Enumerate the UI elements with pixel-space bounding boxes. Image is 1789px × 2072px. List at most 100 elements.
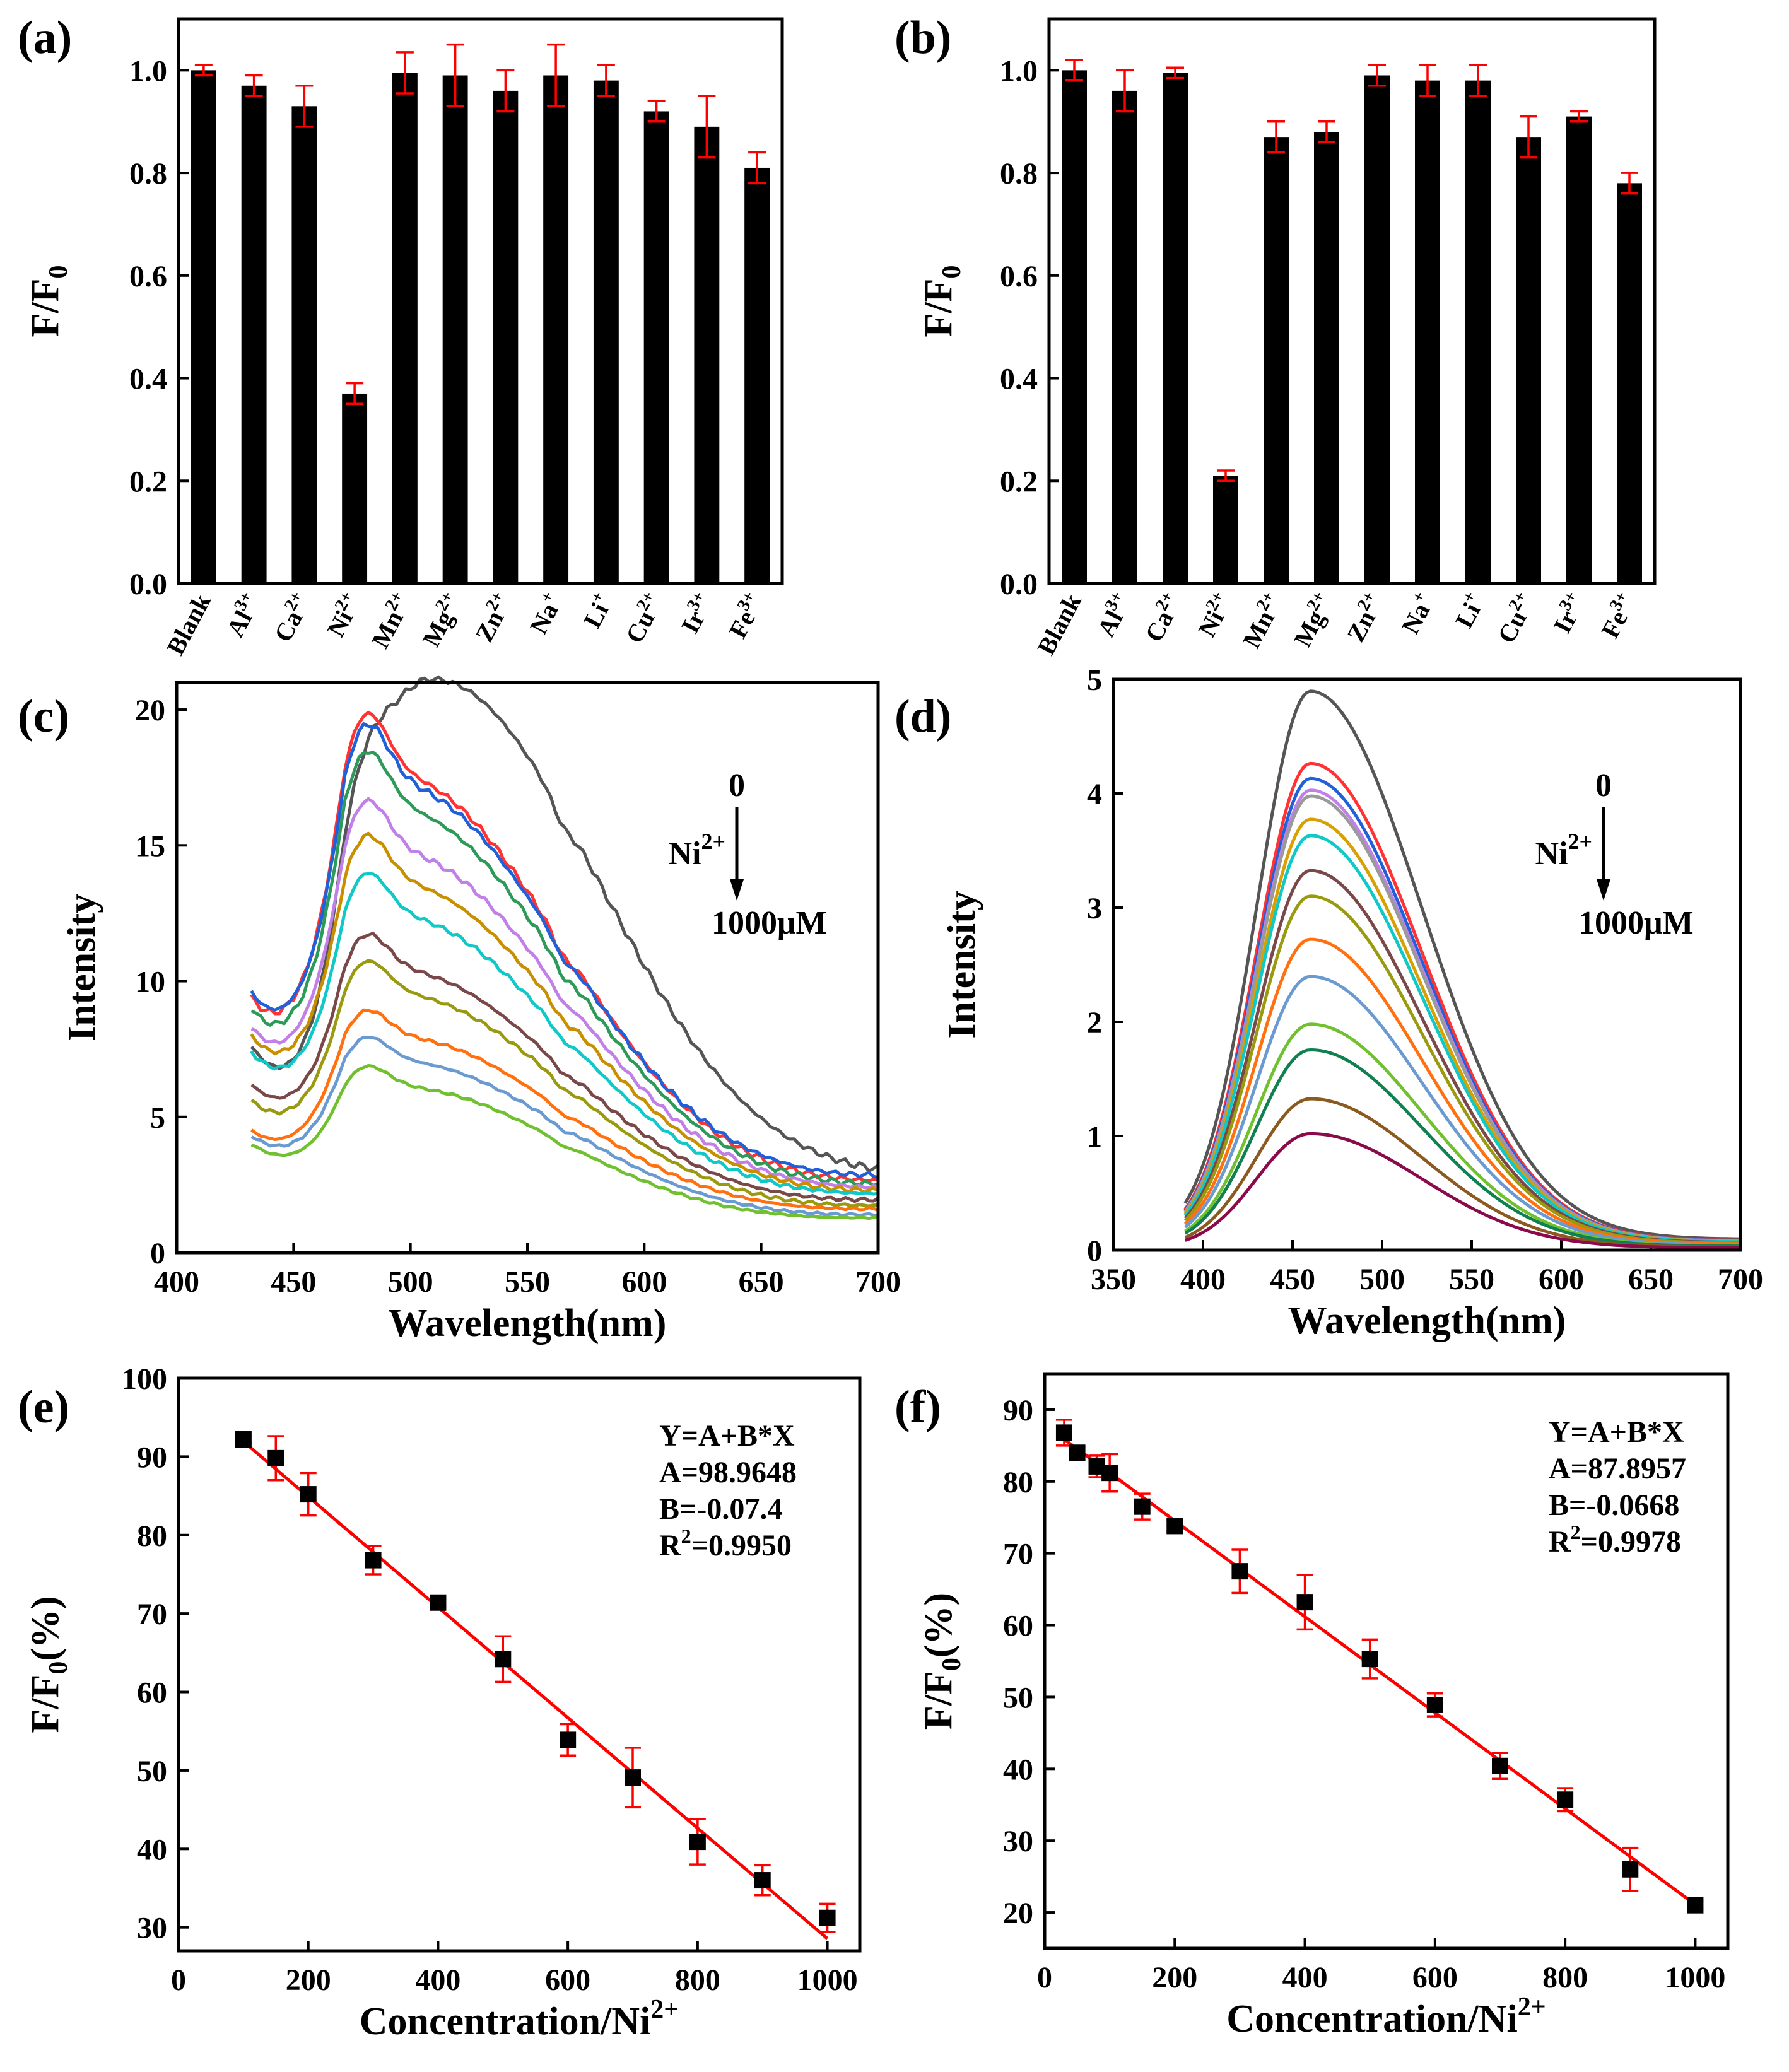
y-axis-label: Intensity — [941, 891, 983, 1038]
bar — [543, 75, 569, 583]
fit-line — [1063, 1437, 1696, 1906]
data-point — [1687, 1897, 1704, 1914]
y-tick-label: 0.0 — [1000, 568, 1038, 601]
x-tick-label: 400 — [1180, 1263, 1226, 1296]
category-label: Mn2+ — [363, 588, 418, 652]
equation-line: B=-0.07.4 — [659, 1492, 782, 1526]
bar — [191, 70, 216, 583]
plot-area — [235, 1431, 836, 1940]
panel-label: (d) — [894, 691, 951, 742]
y-tick-label: 90 — [1003, 1394, 1033, 1427]
annotation-start: 0 — [1595, 768, 1612, 804]
annotation-end: 1000μM — [1578, 905, 1694, 941]
category-label: Li+ — [575, 588, 619, 632]
x-tick-label: 700 — [1718, 1263, 1763, 1296]
bar — [291, 106, 317, 583]
x-tick-label: 600 — [1412, 1961, 1458, 1994]
data-point — [1622, 1861, 1639, 1878]
bar — [744, 167, 770, 583]
annotation-ion: Ni2+ — [1535, 829, 1592, 872]
y-tick-label: 1.0 — [129, 54, 167, 88]
bar — [694, 126, 720, 583]
spectrum-line — [250, 932, 879, 1203]
category-label: Ni2+ — [319, 588, 367, 641]
data-point — [495, 1651, 512, 1668]
spectrum-line — [250, 797, 879, 1190]
bar — [593, 80, 619, 584]
x-tick-label: 400 — [415, 1964, 460, 1997]
category-label: Fe3+ — [1593, 588, 1642, 643]
y-tick-label: 60 — [137, 1677, 167, 1710]
x-tick-label: 600 — [545, 1964, 590, 1997]
category-label: Mg2+ — [414, 588, 467, 651]
y-tick-label: 50 — [1003, 1681, 1033, 1714]
x-tick-label: 700 — [855, 1265, 901, 1299]
data-point — [1426, 1696, 1443, 1713]
equation-line: Y=A+B*X — [659, 1419, 795, 1453]
axes-frame — [177, 1376, 862, 1953]
spectrum-line — [250, 722, 879, 1179]
spectrum-line — [250, 872, 879, 1196]
x-tick-label: 1000 — [797, 1964, 858, 1997]
y-tick-label: 20 — [1003, 1897, 1033, 1930]
y-tick-label: 1.0 — [1000, 54, 1038, 88]
data-point — [1361, 1651, 1378, 1668]
x-tick-label: 450 — [271, 1265, 316, 1299]
equation-line: B=-0.0668 — [1549, 1489, 1679, 1522]
axes-frame — [1047, 17, 1657, 585]
category-label: Na+ — [1393, 588, 1440, 638]
annotation-arrowhead — [730, 879, 744, 901]
data-point — [819, 1909, 836, 1926]
category-label: Zn2+ — [1339, 588, 1390, 647]
x-axis-label: Wavelength(nm) — [389, 1302, 667, 1345]
y-tick-label: 80 — [137, 1519, 167, 1553]
category-label: Cu2+ — [1490, 588, 1541, 648]
annotation-start: 0 — [729, 768, 745, 804]
y-tick-label: 2 — [1087, 1006, 1102, 1039]
y-tick-label: 3 — [1087, 892, 1102, 925]
x-axis-label: Wavelength(nm) — [1288, 1299, 1566, 1342]
x-tick-label: 550 — [1449, 1263, 1494, 1296]
spectrum-line — [250, 831, 879, 1194]
spectrum-line — [250, 959, 879, 1208]
y-tick-label: 40 — [1003, 1753, 1033, 1786]
data-point — [1069, 1444, 1086, 1461]
y-axis-label: F/F0 — [24, 266, 73, 337]
data-point — [1166, 1518, 1183, 1535]
data-point — [1557, 1791, 1574, 1808]
annotation-end: 1000μM — [712, 905, 827, 941]
equation-line: Y=A+B*X — [1549, 1415, 1684, 1449]
panel-label: (e) — [18, 1381, 69, 1433]
data-point — [1101, 1465, 1118, 1482]
axes-frame — [1043, 1372, 1730, 1950]
category-label: Ni2+ — [1190, 588, 1238, 641]
equation-line: A=87.8957 — [1549, 1452, 1686, 1485]
x-tick-label: 1000 — [1665, 1961, 1725, 1994]
y-tick-label: 30 — [1003, 1825, 1033, 1858]
data-point — [1055, 1424, 1072, 1441]
plot-area — [250, 675, 879, 1220]
category-label: Ir3+ — [1546, 588, 1592, 638]
axes-frame — [1112, 677, 1742, 1252]
data-point — [560, 1731, 577, 1748]
category-label: Ca2+ — [266, 588, 317, 647]
spectrum-line — [1183, 689, 1740, 1241]
category-label: Li+ — [1447, 588, 1491, 632]
panel-d: (d) 0 1 2 3 4 5 350 400 450 500 550 600 650 700 Intensi… — [894, 664, 1763, 1342]
x-tick-label: 350 — [1091, 1263, 1136, 1296]
data-point — [365, 1552, 382, 1569]
axes-frame — [175, 681, 880, 1255]
category-label: Zn2+ — [467, 588, 518, 647]
data-point — [430, 1594, 447, 1611]
x-tick-label: 500 — [388, 1265, 433, 1299]
equation-line: A=98.9648 — [659, 1456, 797, 1489]
spectrum-line — [250, 751, 879, 1188]
bar — [1617, 183, 1642, 583]
category-label: Ca2+ — [1137, 588, 1188, 647]
y-tick-label: 0.6 — [1000, 260, 1038, 293]
equation-line: R2=0.9950 — [659, 1525, 792, 1562]
bar — [342, 393, 368, 583]
category-label: Al3+ — [218, 588, 266, 641]
x-tick-label: 400 — [154, 1265, 199, 1299]
